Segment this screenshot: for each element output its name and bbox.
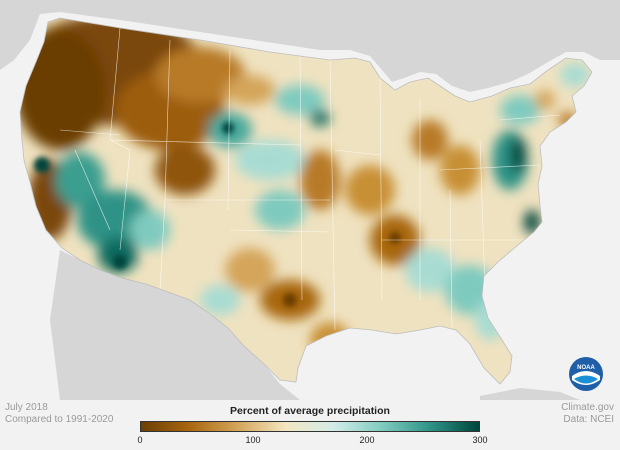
legend-color-bar bbox=[140, 421, 480, 432]
precipitation-map bbox=[0, 0, 620, 400]
noaa-logo-text: NOAA bbox=[577, 365, 595, 371]
canada-land bbox=[0, 0, 620, 92]
legend-tick-100: 100 bbox=[245, 435, 261, 445]
state-boundaries bbox=[59, 27, 561, 331]
legend-title: Percent of average precipitation bbox=[230, 405, 390, 417]
caption-date: July 2018 bbox=[5, 402, 48, 413]
baja-peninsula bbox=[64, 256, 118, 372]
legend-tick-300: 300 bbox=[472, 435, 488, 445]
legend-tick-200: 200 bbox=[359, 435, 375, 445]
neighbor-land bbox=[0, 0, 620, 400]
source-credit: Climate.gov Data: NCEI bbox=[561, 402, 614, 426]
legend-tick-0: 0 bbox=[137, 435, 143, 445]
map-svg bbox=[0, 0, 620, 400]
source-site: Climate.gov bbox=[561, 402, 614, 413]
noaa-logo-icon: NOAA bbox=[568, 356, 604, 392]
map-caption: July 2018 Compared to 1991-2020 bbox=[5, 402, 113, 426]
data-credit: Data: NCEI bbox=[563, 414, 614, 425]
cuba-land bbox=[480, 388, 580, 400]
caption-comparison: Compared to 1991-2020 bbox=[5, 414, 114, 425]
